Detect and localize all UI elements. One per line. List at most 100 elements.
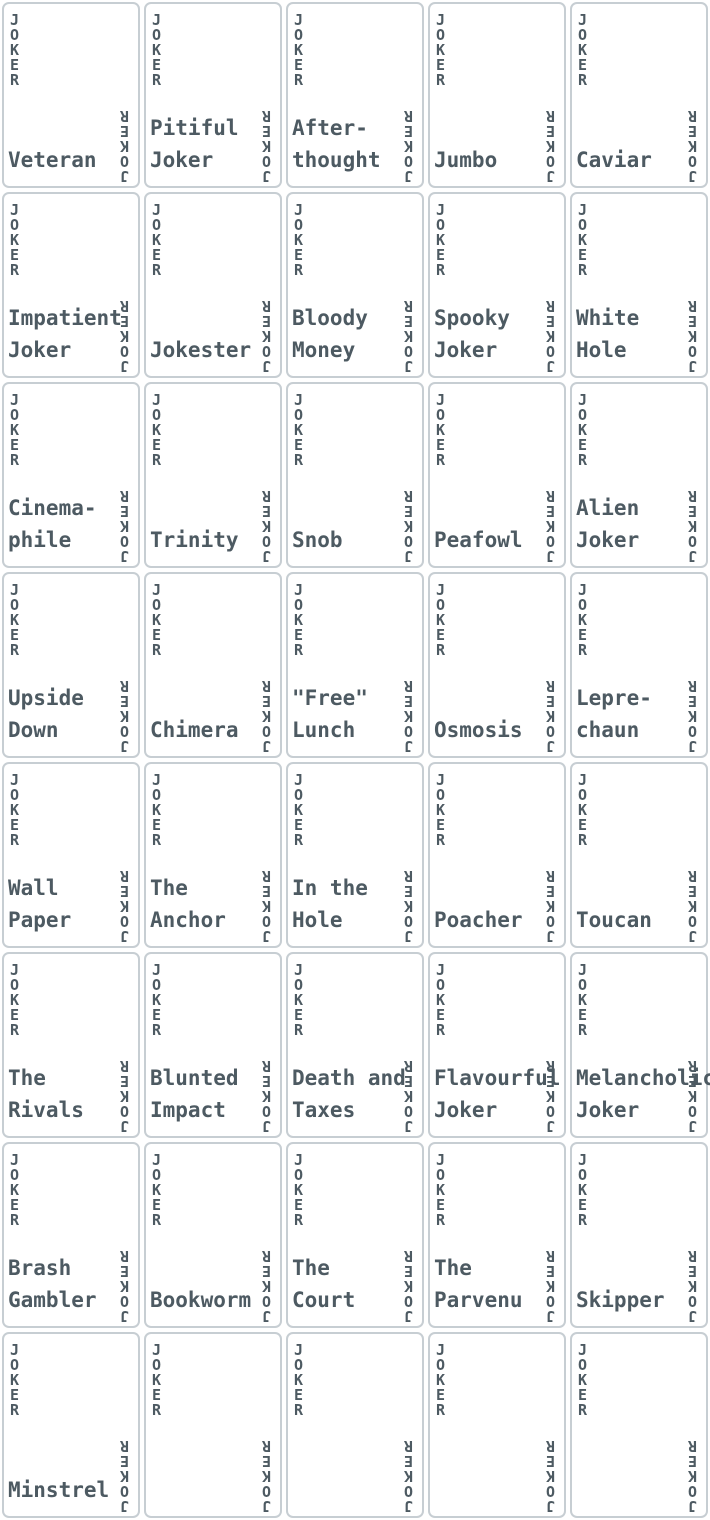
card-name: Veteran <box>8 148 97 172</box>
card-corner-label-bottom: JOKER <box>545 867 556 945</box>
card-corner-label-bottom: JOKER <box>261 107 272 185</box>
joker-card[interactable]: JOKER JOKER Blunted Impact <box>144 952 282 1138</box>
joker-card[interactable]: JOKER JOKER In the Hole <box>286 762 424 948</box>
card-name: Jumbo <box>434 148 498 172</box>
card-corner-label-top: JOKER <box>151 771 162 849</box>
joker-card[interactable]: JOKER JOKER Pitiful Joker <box>144 2 282 188</box>
card-name: Bookworm <box>150 1288 252 1312</box>
card-corner-label-bottom: JOKER <box>545 1437 556 1515</box>
card-corner-label-top: JOKER <box>151 961 162 1039</box>
joker-card[interactable]: JOKER JOKER Trinity <box>144 382 282 568</box>
card-corner-label-top: JOKER <box>293 961 304 1039</box>
card-name: Jokester <box>150 338 252 362</box>
card-corner-label-top: JOKER <box>435 581 446 659</box>
joker-card[interactable]: JOKER JOKER The Court <box>286 1142 424 1328</box>
card-corner-label-top: JOKER <box>293 771 304 849</box>
joker-card[interactable]: JOKER JOKER Wall Paper <box>2 762 140 948</box>
joker-card[interactable]: JOKER JOKER Flavourful Joker <box>428 952 566 1138</box>
joker-card[interactable]: JOKER JOKER The Parvenu <box>428 1142 566 1328</box>
joker-card[interactable]: JOKER JOKER <box>428 1332 566 1518</box>
joker-card[interactable]: JOKER JOKER Melancholic Joker <box>570 952 710 1138</box>
joker-card[interactable]: JOKER JOKER Jokester <box>144 192 282 378</box>
joker-card[interactable]: JOKER JOKER Poacher <box>428 762 566 948</box>
joker-card[interactable]: JOKER JOKER "Free" Lunch <box>286 572 424 758</box>
card-corner-label-top: JOKER <box>435 771 446 849</box>
joker-card[interactable]: JOKER JOKER <box>286 1332 424 1518</box>
joker-card[interactable]: JOKER JOKER Toucan <box>570 762 708 948</box>
card-corner-label-top: JOKER <box>9 1151 20 1229</box>
joker-card[interactable]: JOKER JOKER Spooky Joker <box>428 192 566 378</box>
joker-card[interactable]: JOKER JOKER Minstrel <box>2 1332 140 1518</box>
card-name: Toucan <box>576 908 652 932</box>
card-corner-label-bottom: JOKER <box>687 297 698 375</box>
joker-card[interactable]: JOKER JOKER Alien Joker <box>570 382 708 568</box>
joker-card[interactable]: JOKER JOKER The Anchor <box>144 762 282 948</box>
joker-card[interactable]: JOKER JOKER Osmosis <box>428 572 566 758</box>
card-name: Upside Down <box>8 686 84 742</box>
joker-card[interactable]: JOKER JOKER Chimera <box>144 572 282 758</box>
joker-card[interactable]: JOKER JOKER Bloody Money <box>286 192 424 378</box>
joker-card[interactable]: JOKER JOKER Jumbo <box>428 2 566 188</box>
card-corner-label-top: JOKER <box>577 1151 588 1229</box>
card-name: Blunted Impact <box>150 1066 239 1122</box>
card-corner-label-top: JOKER <box>435 11 446 89</box>
card-corner-label-top: JOKER <box>435 961 446 1039</box>
card-name: The Parvenu <box>434 1256 523 1312</box>
joker-card[interactable]: JOKER JOKER Upside Down <box>2 572 140 758</box>
card-name: Trinity <box>150 528 239 552</box>
card-corner-label-bottom: JOKER <box>261 867 272 945</box>
joker-card[interactable]: JOKER JOKER Cinema- phile <box>2 382 140 568</box>
card-corner-label-top: JOKER <box>293 581 304 659</box>
card-corner-label-top: JOKER <box>9 391 20 469</box>
card-corner-label-bottom: JOKER <box>403 1437 414 1515</box>
card-corner-label-bottom: JOKER <box>403 677 414 755</box>
joker-card[interactable]: JOKER JOKER Bookworm <box>144 1142 282 1328</box>
joker-card[interactable]: JOKER JOKER After- thought <box>286 2 424 188</box>
card-name: Spooky Joker <box>434 306 510 362</box>
card-corner-label-bottom: JOKER <box>687 1247 698 1325</box>
joker-card[interactable]: JOKER JOKER Impatient Joker <box>2 192 140 378</box>
card-name: Pitiful Joker <box>150 116 239 172</box>
card-corner-label-top: JOKER <box>9 1341 20 1419</box>
card-name: Caviar <box>576 148 652 172</box>
card-corner-label-bottom: JOKER <box>403 297 414 375</box>
joker-card[interactable]: JOKER JOKER White Hole <box>570 192 708 378</box>
joker-card[interactable]: JOKER JOKER The Rivals <box>2 952 140 1138</box>
card-corner-label-top: JOKER <box>293 391 304 469</box>
joker-card[interactable]: JOKER JOKER Death and Taxes <box>286 952 424 1138</box>
joker-card[interactable]: JOKER JOKER Caviar <box>570 2 708 188</box>
card-corner-label-bottom: JOKER <box>119 1437 130 1515</box>
card-corner-label-top: JOKER <box>9 201 20 279</box>
card-corner-label-bottom: JOKER <box>119 677 130 755</box>
card-name: Lepre- chaun <box>576 686 652 742</box>
card-corner-label-bottom: JOKER <box>687 107 698 185</box>
card-corner-label-top: JOKER <box>577 581 588 659</box>
card-corner-label-bottom: JOKER <box>119 1247 130 1325</box>
joker-card[interactable]: JOKER JOKER Lepre- chaun <box>570 572 708 758</box>
card-corner-label-top: JOKER <box>151 391 162 469</box>
joker-card[interactable]: JOKER JOKER <box>144 1332 282 1518</box>
joker-card[interactable]: JOKER JOKER Peafowl <box>428 382 566 568</box>
card-corner-label-bottom: JOKER <box>687 677 698 755</box>
card-corner-label-bottom: JOKER <box>261 1437 272 1515</box>
joker-card[interactable]: JOKER JOKER Brash Gambler <box>2 1142 140 1328</box>
card-corner-label-top: JOKER <box>293 11 304 89</box>
card-name: Poacher <box>434 908 523 932</box>
joker-card[interactable]: JOKER JOKER Skipper <box>570 1142 708 1328</box>
card-name: After- thought <box>292 116 381 172</box>
joker-card[interactable]: JOKER JOKER Snob <box>286 382 424 568</box>
card-corner-label-bottom: JOKER <box>119 487 130 565</box>
card-corner-label-top: JOKER <box>151 1151 162 1229</box>
card-name: Alien Joker <box>576 496 640 552</box>
card-corner-label-top: JOKER <box>151 581 162 659</box>
joker-card[interactable]: JOKER JOKER Veteran <box>2 2 140 188</box>
card-corner-label-top: JOKER <box>577 391 588 469</box>
card-corner-label-bottom: JOKER <box>403 487 414 565</box>
card-corner-label-bottom: JOKER <box>545 487 556 565</box>
card-name: The Anchor <box>150 876 226 932</box>
card-corner-label-top: JOKER <box>151 1341 162 1419</box>
card-corner-label-bottom: JOKER <box>261 487 272 565</box>
card-corner-label-top: JOKER <box>9 961 20 1039</box>
joker-card[interactable]: JOKER JOKER <box>570 1332 708 1518</box>
